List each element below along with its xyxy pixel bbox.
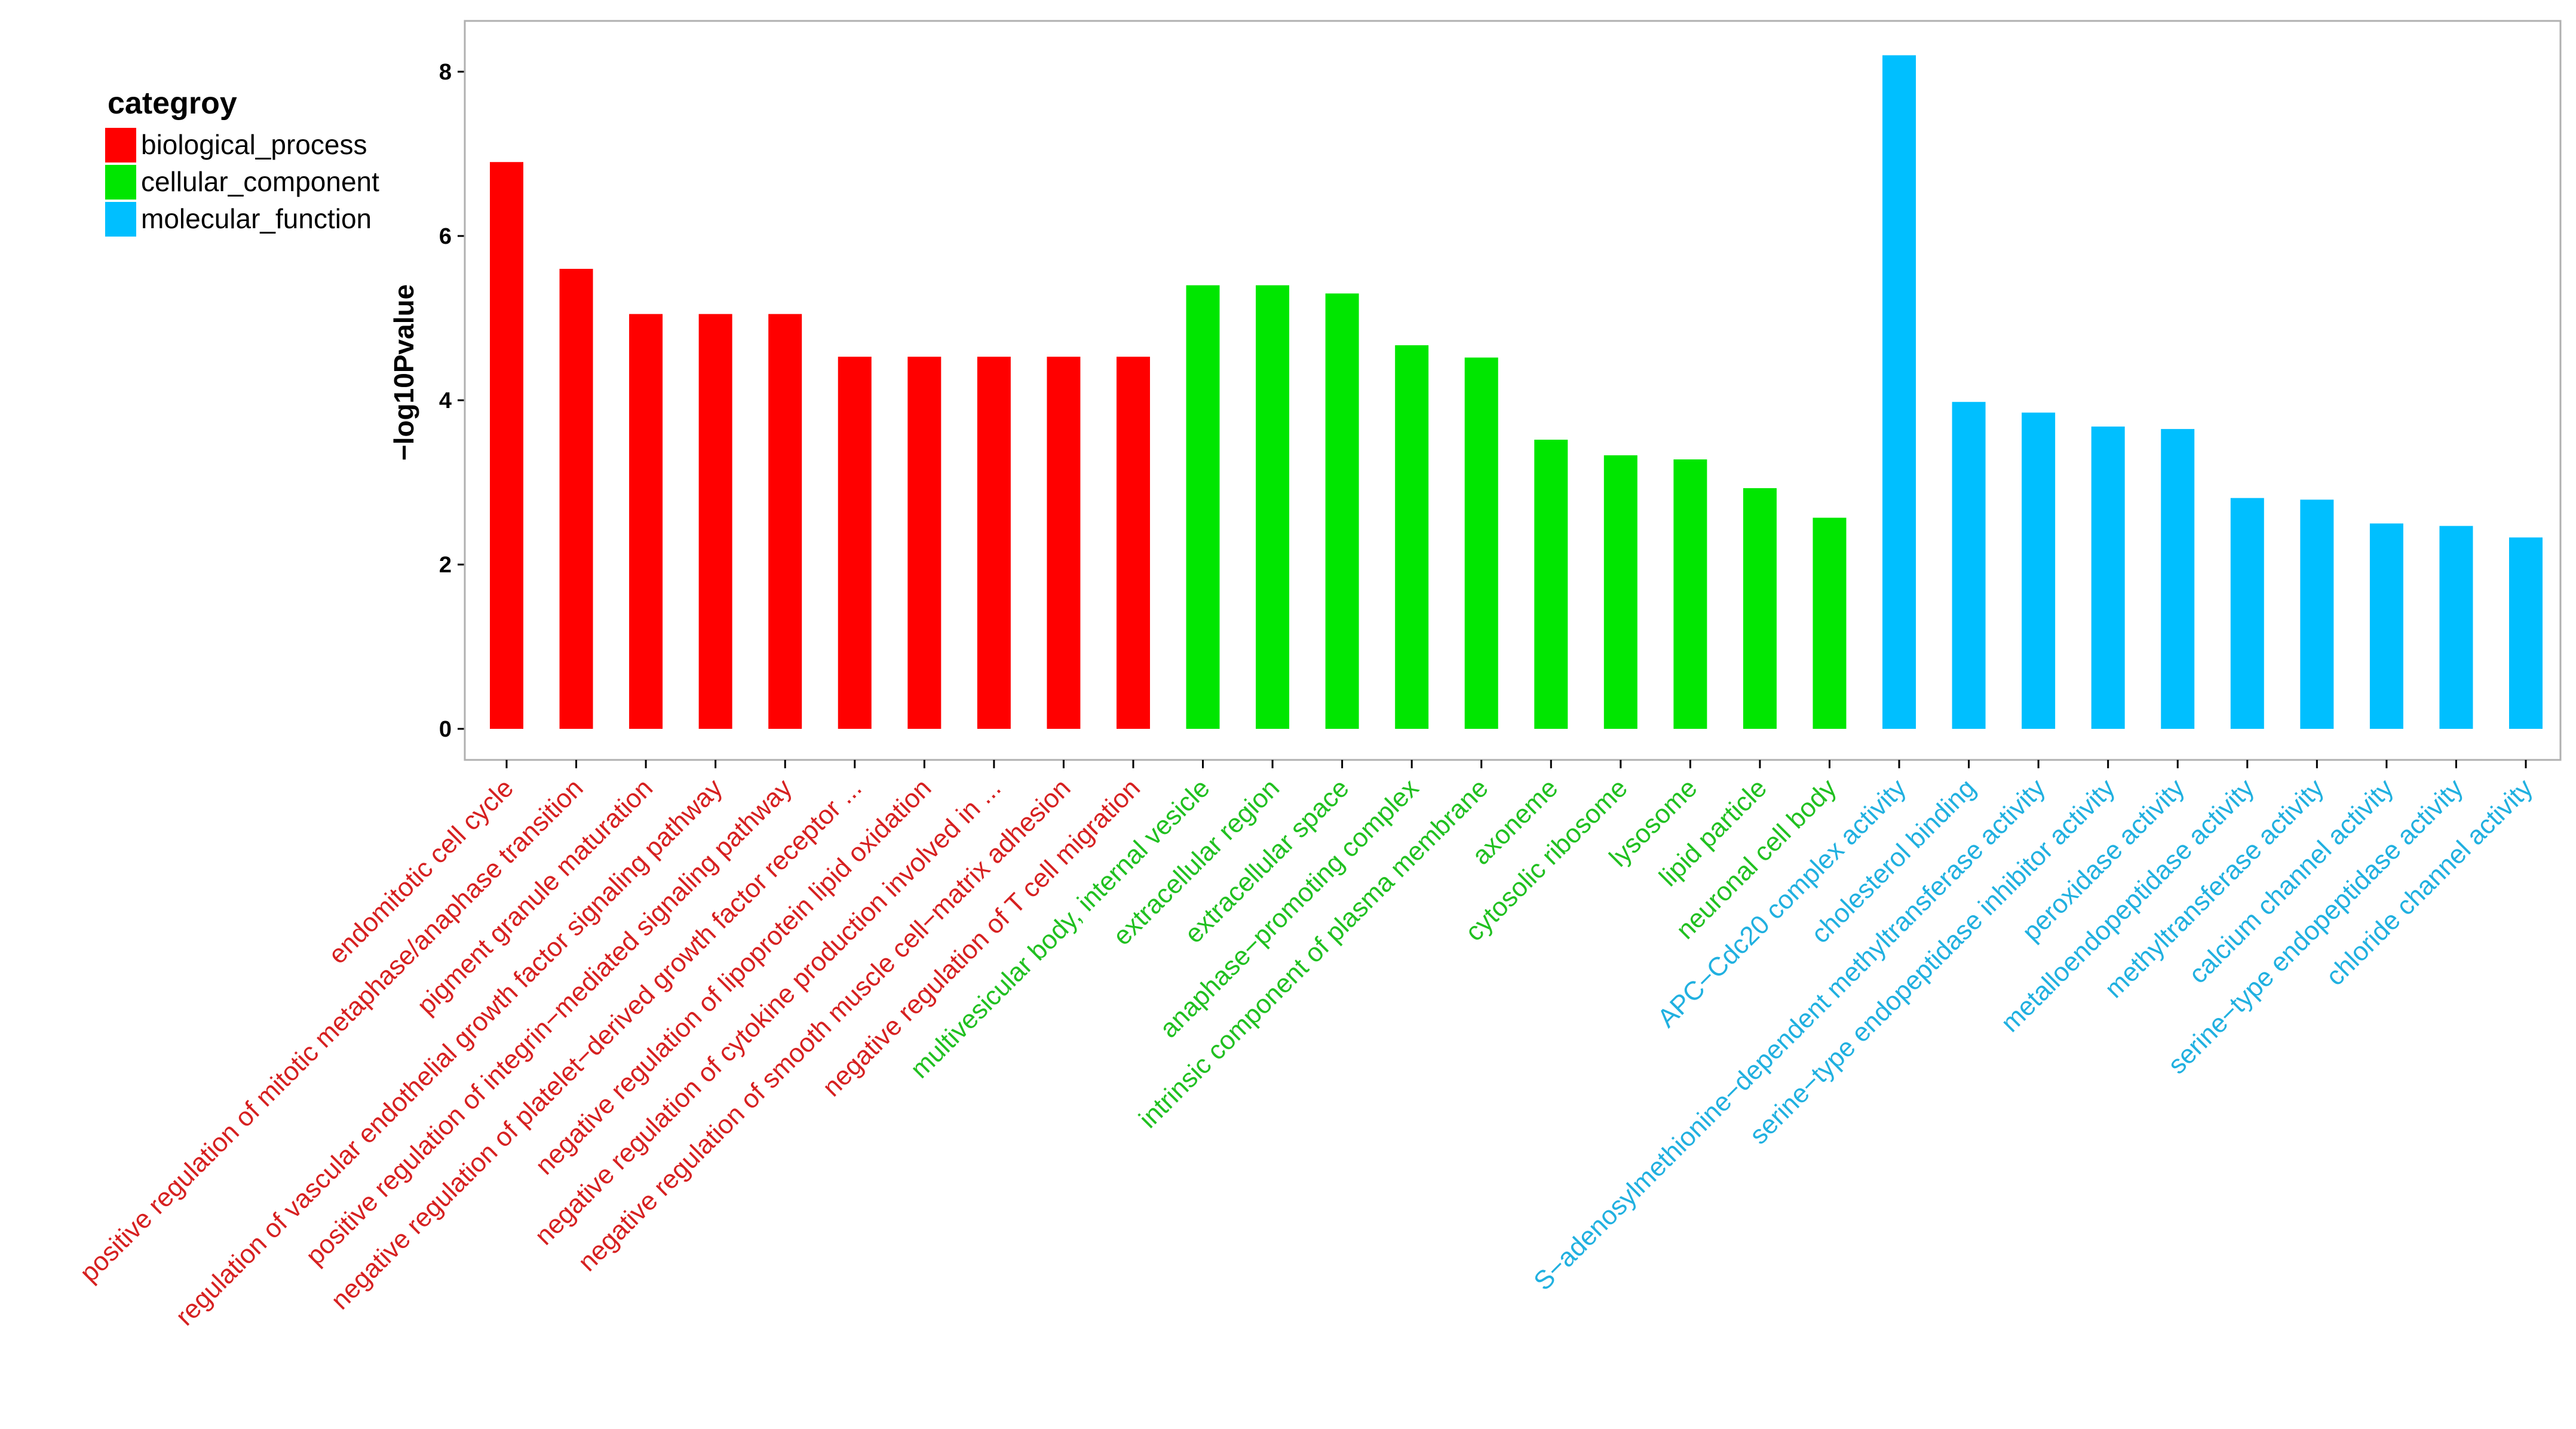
- legend: categroy biological_process cellular_compo…: [105, 86, 379, 237]
- bar-3: [698, 314, 732, 729]
- y-tick-label: 4: [439, 388, 452, 413]
- bar-10: [1186, 285, 1220, 729]
- bar-17: [1673, 459, 1707, 729]
- bar-9: [1116, 357, 1150, 729]
- bar-5: [838, 357, 872, 729]
- legend-title: categroy: [108, 86, 237, 121]
- legend-swatch: [105, 165, 136, 200]
- bar-12: [1325, 293, 1359, 729]
- bar-27: [2369, 523, 2403, 729]
- legend-label: molecular_function: [141, 203, 372, 234]
- bar-0: [490, 162, 523, 729]
- bar-26: [2300, 499, 2334, 729]
- y-tick-label: 0: [439, 717, 452, 742]
- bar-25: [2230, 498, 2264, 729]
- plot-area: [464, 20, 2562, 761]
- legend-label: biological_process: [141, 129, 367, 160]
- x-tick-label: positive regulation of mitotic metaphase…: [74, 773, 588, 1287]
- bar-1: [559, 269, 593, 729]
- bar-18: [1743, 488, 1777, 729]
- bar-16: [1603, 455, 1637, 729]
- y-axis: 0 2 4 6 8 −log10Pvalue: [388, 60, 465, 742]
- bar-20: [1882, 55, 1916, 729]
- legend-label: cellular_component: [141, 166, 379, 197]
- x-tick-label: metalloendopeptidase activity: [1995, 773, 2260, 1038]
- legend-swatch: [105, 128, 136, 162]
- bar-4: [768, 314, 802, 729]
- bar-21: [1952, 401, 1986, 729]
- y-axis-title: −log10Pvalue: [388, 284, 419, 461]
- bar-19: [1813, 517, 1847, 729]
- bar-28: [2439, 526, 2473, 729]
- bar-6: [907, 357, 942, 729]
- y-tick-label: 2: [439, 553, 452, 578]
- x-tick-label: positive regulation of integrin−mediated…: [300, 773, 798, 1271]
- bar-29: [2509, 537, 2543, 729]
- y-tick-label: 6: [439, 224, 452, 249]
- bar-23: [2091, 427, 2125, 729]
- y-tick-label: 8: [439, 60, 452, 85]
- bar-22: [2022, 412, 2056, 729]
- bar-24: [2161, 429, 2195, 729]
- bar-11: [1256, 285, 1290, 729]
- bar-14: [1464, 357, 1498, 729]
- bar-15: [1534, 440, 1568, 729]
- bar-2: [629, 314, 663, 729]
- bar-8: [1047, 357, 1081, 729]
- panel-border: [464, 20, 2562, 761]
- bar-7: [977, 357, 1011, 729]
- bar-13: [1395, 345, 1429, 729]
- legend-swatch: [105, 202, 136, 237]
